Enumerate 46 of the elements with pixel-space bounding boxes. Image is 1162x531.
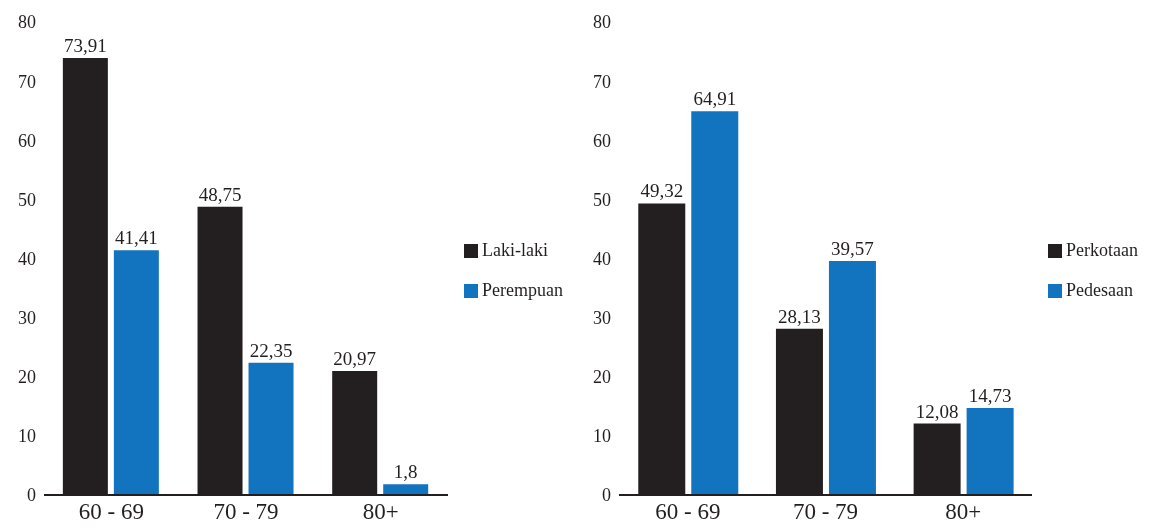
data-label: 20,97 xyxy=(333,348,377,370)
data-label: 48,75 xyxy=(198,183,242,205)
y-tick-label: 20 xyxy=(18,367,36,388)
data-label: 41,41 xyxy=(114,227,158,249)
y-tick-label: 0 xyxy=(27,485,36,506)
y-tick-label: 10 xyxy=(18,426,36,447)
y-tick-label: 70 xyxy=(18,71,36,92)
x-tick-label: 70 - 79 xyxy=(213,499,279,525)
data-label: 49,32 xyxy=(640,180,684,202)
y-tick-label: 60 xyxy=(18,130,36,151)
x-tick-label: 60 - 69 xyxy=(655,499,721,525)
x-tick-label: 70 - 79 xyxy=(792,499,859,525)
x-tick-label: 60 - 69 xyxy=(78,499,144,525)
bar xyxy=(966,407,1014,495)
bar xyxy=(383,484,429,495)
y-tick-label: 60 xyxy=(593,130,611,151)
bar xyxy=(248,362,294,495)
y-tick-label: 80 xyxy=(593,12,611,33)
y-tick-label: 50 xyxy=(593,189,611,210)
data-label: 28,13 xyxy=(778,305,821,327)
x-tick-label: 80+ xyxy=(362,499,399,525)
data-label: 14,73 xyxy=(968,384,1012,406)
y-tick-label: 40 xyxy=(18,248,36,269)
data-label: 22,35 xyxy=(249,339,293,361)
y-tick-label: 50 xyxy=(18,189,36,210)
y-tick-label: 70 xyxy=(593,71,611,92)
legend-label: Laki-laki xyxy=(482,239,548,260)
data-label: 73,91 xyxy=(63,35,107,57)
bar xyxy=(828,261,876,495)
y-tick-label: 10 xyxy=(593,426,611,447)
data-label: 39,57 xyxy=(831,238,874,260)
y-tick-label: 40 xyxy=(593,248,611,269)
x-tick-label: 80+ xyxy=(945,499,982,525)
y-tick-label: 80 xyxy=(18,12,36,33)
legend-label: Pedesaan xyxy=(1066,279,1133,300)
data-label: 1,8 xyxy=(393,461,418,483)
data-label: 64,91 xyxy=(693,88,737,110)
bar xyxy=(113,250,159,495)
y-tick-label: 0 xyxy=(602,485,611,506)
legend-label: Perempuan xyxy=(482,279,563,300)
y-tick-label: 30 xyxy=(18,308,36,329)
y-tick-label: 20 xyxy=(593,367,611,388)
legend-label: Perkotaan xyxy=(1066,239,1138,260)
data-label: 12,08 xyxy=(915,400,959,422)
bar xyxy=(691,111,739,495)
y-tick-label: 30 xyxy=(593,308,611,329)
